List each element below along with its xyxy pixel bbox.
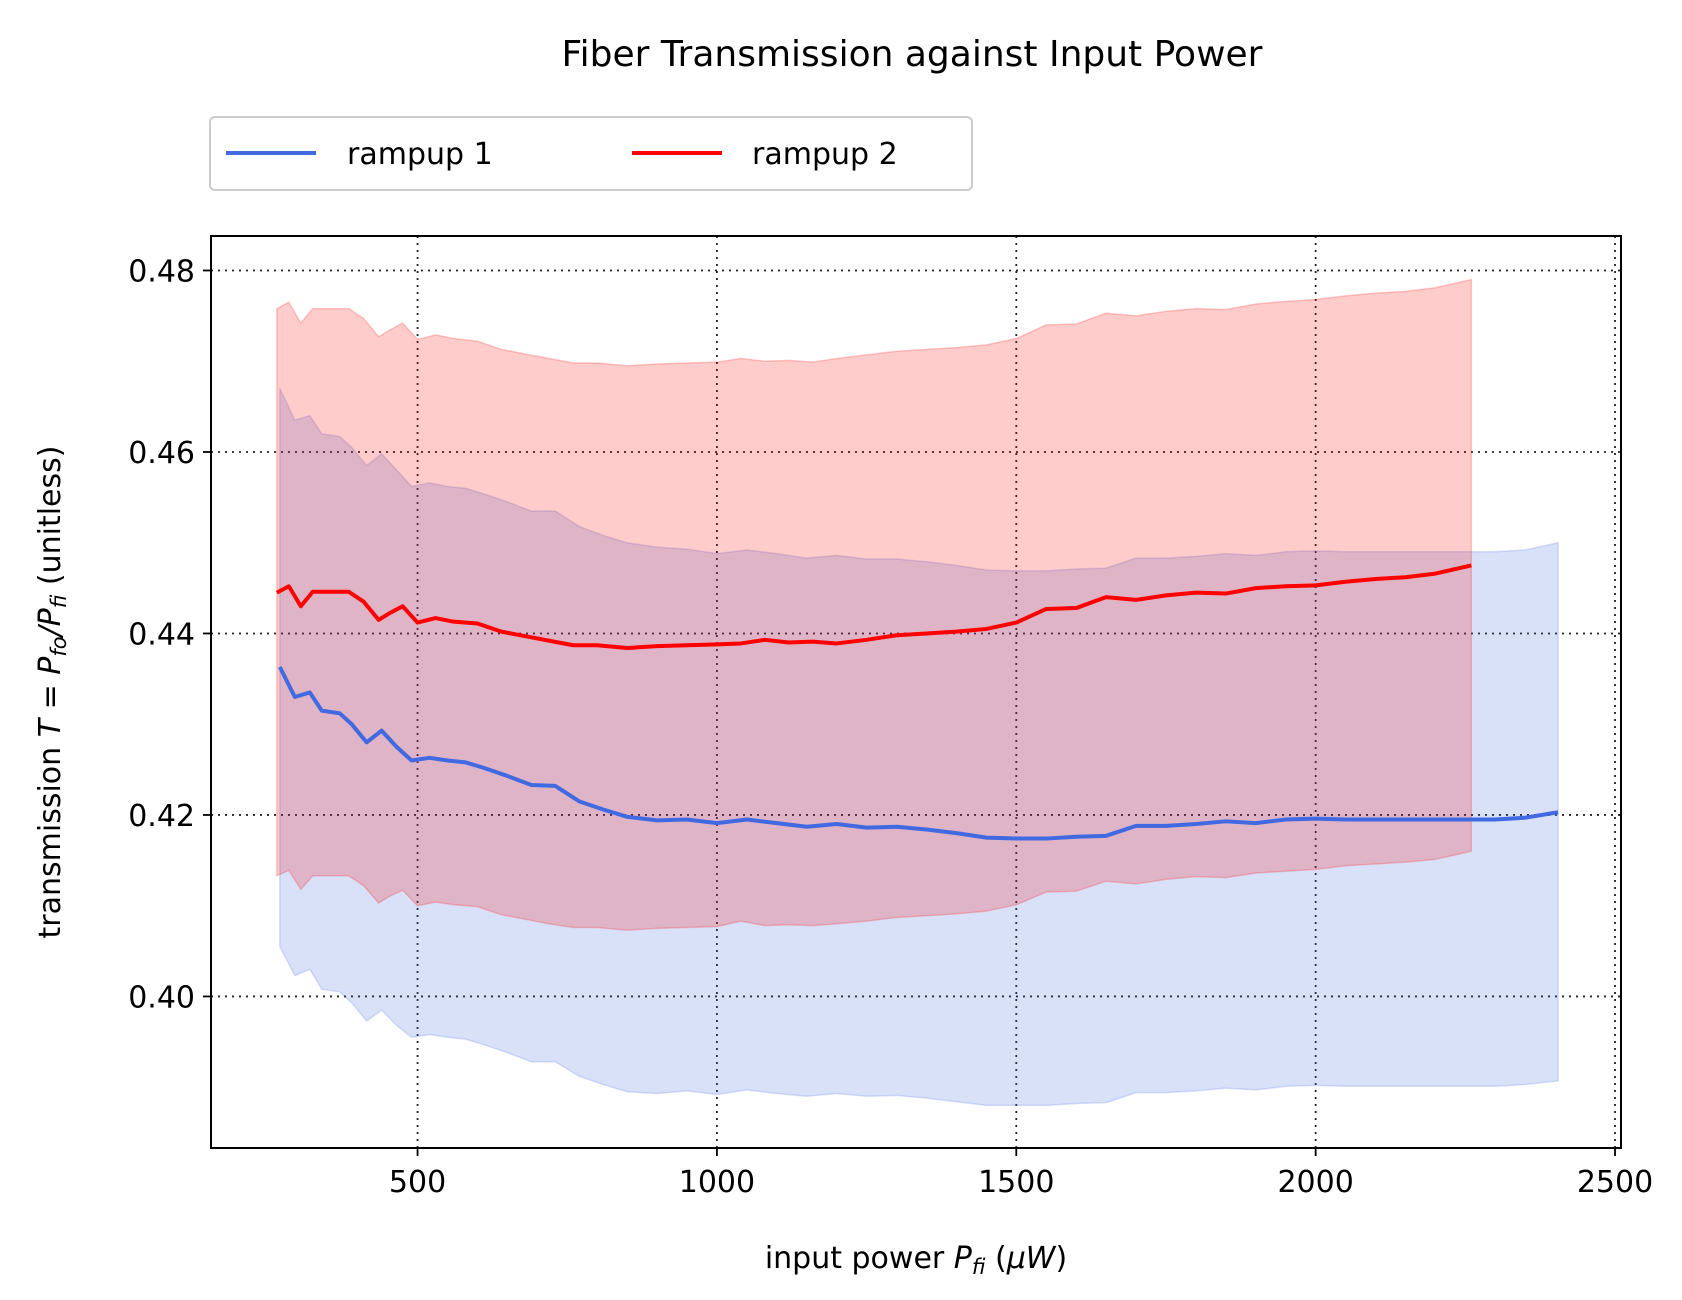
x-tick-label: 2000 <box>1277 1165 1353 1200</box>
x-axis-label-unit-close: ) <box>1055 1241 1067 1276</box>
band-rampup-2 <box>276 278 1473 931</box>
x-axis-label-text: input power Pfi (μW) <box>765 1241 1067 1279</box>
x-axis-label-subscript: fi <box>972 1255 986 1279</box>
y-axis-label-unit: (unitless) <box>33 446 68 595</box>
y-axis-label-subscript-1: fo <box>47 636 71 656</box>
x-axis-label-symbol: P <box>954 1241 973 1276</box>
y-axis-label-part: transmission <box>33 737 68 938</box>
y-axis-label-symbol-t: T <box>33 716 68 737</box>
line-rampup-1 <box>278 666 1559 841</box>
x-axis-label-part: input power <box>765 1241 954 1276</box>
y-tick-label: 0.40 <box>128 980 195 1015</box>
x-tick-label: 1000 <box>679 1165 755 1200</box>
y-tick-label: 0.46 <box>128 436 195 471</box>
y-axis-label-text: transmission T = Pfo/Pfi (unitless) <box>33 446 71 939</box>
x-axis-label: input power Pfi (μW) <box>765 1241 1067 1279</box>
line-rampup-2 <box>275 563 1472 650</box>
y-axis-label-symbol-p1: P <box>33 656 68 675</box>
chart-title: Fiber Transmission against Input Power <box>562 34 1263 75</box>
x-axis-label-unit: μW <box>1006 1241 1057 1276</box>
grid <box>211 236 1621 1148</box>
y-axis-label-equals: = <box>33 675 68 719</box>
x-tick-label: 500 <box>389 1165 446 1200</box>
legend-label-rampup-1: rampup 1 <box>347 137 493 172</box>
band-rampup-1 <box>279 388 1559 1107</box>
y-tick-label: 0.42 <box>128 799 195 834</box>
legend-label-rampup-2: rampup 2 <box>752 137 898 172</box>
confidence-bands <box>276 278 1559 1107</box>
plot-frame <box>210 235 1622 1149</box>
y-tick-label: 0.44 <box>128 617 195 652</box>
x-tick-label: 2500 <box>1577 1165 1653 1200</box>
y-axis-label: transmission T = Pfo/Pfi (unitless) <box>33 446 71 939</box>
y-axis-label-slash: /P <box>33 607 68 639</box>
y-axis-ticks: 0.40 0.42 0.44 0.46 0.48 <box>128 254 211 1015</box>
y-axis-label-subscript-2: fi <box>47 594 71 608</box>
legend: rampup 1 rampup 2 <box>209 116 973 191</box>
series-lines <box>275 563 1559 841</box>
x-axis-ticks: 500 1000 1500 2000 2500 <box>389 1148 1653 1200</box>
x-tick-label: 1500 <box>978 1165 1054 1200</box>
y-tick-label: 0.48 <box>128 254 195 289</box>
legend-frame <box>209 116 973 191</box>
x-axis-label-unit-open: ( <box>985 1241 1006 1276</box>
